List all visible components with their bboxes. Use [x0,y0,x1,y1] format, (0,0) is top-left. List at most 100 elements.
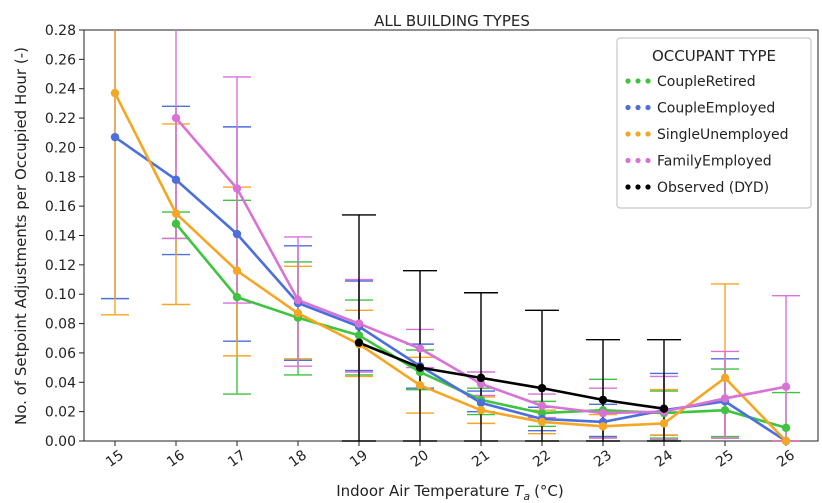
x-axis-title-text: Indoor Air Temperature [336,482,509,500]
y-tick-label: 0.18 [45,170,76,186]
y-tick-label: 0.22 [45,111,76,127]
y-tick-label: 0.06 [45,346,76,362]
data-point [171,113,181,123]
data-point [598,408,608,418]
data-point [232,266,242,275]
data-point [659,419,669,428]
y-tick-label: 0.04 [45,375,76,391]
data-point [476,373,486,383]
data-point [598,422,608,431]
y-tick-label: 0.28 [45,23,76,39]
data-point [720,373,730,383]
legend-marker [625,78,631,84]
y-tick-label: 0.14 [45,229,76,245]
legend-label: CoupleEmployed [657,101,775,117]
data-point [293,295,303,305]
x-tick-label: 21 [469,447,493,470]
data-point [415,381,425,390]
data-point [537,401,547,410]
x-tick-label: 17 [225,447,249,470]
legend-marker [625,184,631,190]
x-tick-label: 23 [591,447,615,470]
x-axis-title: Indoor Air Temperature Ta (°C) [336,482,564,503]
chart-title: ALL BUILDING TYPES [374,12,530,30]
data-point [293,309,303,318]
y-tick-label: 0.16 [45,199,76,215]
x-tick-label: 20 [408,447,432,470]
x-tick-label: 18 [286,447,310,470]
legend-marker [645,157,651,164]
data-point [354,331,364,340]
data-point [171,209,181,218]
legend-marker [635,104,641,111]
legend-label: SingleUnemployed [657,127,789,143]
legend-label: CoupleRetired [657,74,756,90]
legend-marker [635,157,641,164]
y-tick-label: 0.24 [45,82,76,98]
y-tick-label: 0.26 [45,52,76,68]
data-point [232,292,242,302]
data-point [354,319,364,328]
y-tick-label: 0.00 [45,434,76,450]
data-point [171,175,181,184]
y-tick-label: 0.20 [45,140,76,156]
data-point [476,405,486,415]
y-axis-title: No. of Setpoint Adjustments per Occupied… [12,47,30,425]
legend-label: FamilyEmployed [657,154,772,170]
legend-items: CoupleRetired CoupleEmployed SingleUnemplo… [625,74,789,196]
y-tick-label: 0.08 [45,317,76,333]
data-point [110,88,120,98]
data-point [415,363,425,372]
legend-label: Observed (DYD) [657,180,769,196]
x-tick-label: 25 [713,447,737,470]
legend-marker [645,184,651,190]
legend-marker [645,131,651,137]
x-axis-ticks: 15 16 17 18 19 20 21 22 23 24 25 26 [103,441,798,471]
data-point [537,383,547,393]
data-point [720,405,730,415]
legend-marker [625,131,631,137]
data-point [171,219,181,228]
y-axis-ticks: 0.00 0.02 0.04 0.06 0.08 0.10 0.12 0.14 0.16 0.18… [45,23,84,450]
series-line [113,92,787,442]
data-point [598,395,608,405]
series-line [358,341,665,410]
data-point [720,394,730,403]
y-tick-label: 0.02 [45,405,76,421]
legend-marker [635,131,641,137]
legend-marker [635,78,641,84]
x-axis-title-unit: (°C) [534,482,564,500]
y-tick-label: 0.10 [45,287,76,303]
x-axis-title-symbol: T [514,482,525,500]
legend-marker [625,104,631,111]
legend-marker [635,184,641,190]
legend-box [616,37,812,209]
x-tick-label: 16 [164,447,188,470]
x-tick-label: 22 [530,447,554,470]
data-point [537,408,547,418]
legend-marker [645,78,651,84]
data-point [781,436,791,446]
data-point [476,379,486,388]
data-point [476,398,486,408]
data-point [232,184,242,193]
legend-marker [625,157,631,164]
data-point [232,229,242,239]
data-point [354,338,364,347]
y-tick-label: 0.12 [45,258,76,274]
series-points [110,88,791,446]
data-point [781,423,791,432]
data-point [415,344,425,353]
data-point [659,404,669,413]
x-tick-label: 26 [774,447,798,470]
x-tick-label: 19 [347,447,371,470]
data-point [781,382,791,391]
x-tick-label: 24 [652,447,676,470]
data-point [537,417,547,427]
x-tick-label: 15 [103,447,127,470]
legend-title: OCCUPANT TYPE [652,47,776,65]
legend-marker [645,104,651,111]
x-axis-title-subscript: a [523,490,530,503]
data-point [110,132,120,142]
